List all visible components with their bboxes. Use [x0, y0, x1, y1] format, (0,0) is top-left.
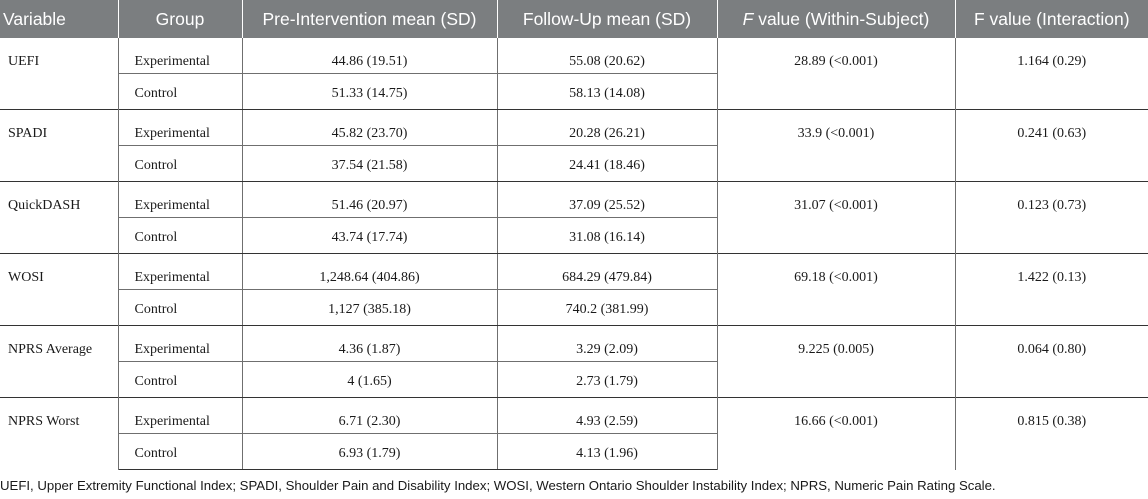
group-cell: Experimental	[117, 397, 243, 434]
variable-cell: SPADI	[0, 109, 119, 182]
f-within-cell: 28.89 (<0.001)	[716, 38, 956, 110]
group-cell: Experimental	[117, 325, 243, 362]
table-body: UEFI Experimental 44.86 (19.51) 55.08 (20.6…	[0, 38, 1148, 470]
variable-cell: QuickDASH	[0, 181, 119, 254]
pre-intervention-cell: 6.71 (2.30)	[241, 397, 498, 434]
follow-up-cell: 4.13 (1.96)	[496, 433, 717, 470]
group-cell: Experimental	[117, 38, 243, 74]
follow-up-cell: 31.08 (16.14)	[496, 217, 717, 254]
follow-up-cell: 37.09 (25.52)	[496, 181, 718, 218]
follow-up-cell: 58.13 (14.08)	[496, 73, 717, 110]
follow-up-cell: 4.93 (2.59)	[496, 397, 718, 434]
table-row: Control 37.54 (21.58) 24.41 (18.46)	[0, 145, 1148, 182]
table-row: NPRS Worst Experimental 6.71 (2.30) 4.93 (2…	[0, 397, 1148, 470]
follow-up-cell: 2.73 (1.79)	[496, 361, 717, 398]
follow-up-cell: 24.41 (18.46)	[496, 145, 717, 182]
table-row: Control 6.93 (1.79) 4.13 (1.96)	[0, 433, 1148, 470]
pre-intervention-cell: 51.46 (20.97)	[241, 181, 498, 218]
header-group: Group	[117, 0, 242, 38]
f-interaction-cell: 1.422 (0.13)	[954, 253, 1148, 326]
header-follow-up: Follow-Up mean (SD)	[496, 0, 717, 38]
f-within-cell: 9.225 (0.005)	[716, 325, 956, 398]
header-row: Variable Group Pre-Intervention mean (SD…	[0, 0, 1148, 38]
f-within-cell: 33.9 (<0.001)	[716, 109, 956, 182]
group-cell: Control	[118, 73, 243, 110]
follow-up-cell: 3.29 (2.09)	[496, 325, 718, 362]
header-f-within: F value (Within-Subject)	[716, 0, 955, 38]
table-row: NPRS Average Experimental 4.36 (1.87) 3.29 …	[0, 325, 1148, 398]
pre-intervention-cell: 1,127 (385.18)	[241, 289, 498, 326]
group-cell: Experimental	[117, 181, 243, 218]
f-within-cell: 69.18 (<0.001)	[716, 253, 956, 326]
header-f-within-italic: F	[742, 8, 754, 29]
f-interaction-cell: 0.064 (0.80)	[954, 325, 1148, 398]
pre-intervention-cell: 37.54 (21.58)	[241, 145, 498, 182]
variable-cell: UEFI	[0, 38, 119, 110]
f-interaction-cell: 0.815 (0.38)	[954, 397, 1148, 470]
pre-intervention-cell: 4 (1.65)	[241, 361, 498, 398]
pre-intervention-cell: 1,248.64 (404.86)	[241, 253, 498, 290]
follow-up-cell: 55.08 (20.62)	[496, 38, 718, 74]
variable-cell: NPRS Average	[0, 325, 119, 398]
header-f-interaction: F value (Interaction)	[954, 0, 1148, 38]
pre-intervention-cell: 44.86 (19.51)	[241, 38, 498, 74]
table-row: QuickDASH Experimental 51.46 (20.97) 37.09 …	[0, 181, 1148, 254]
f-within-cell: 16.66 (<0.001)	[716, 397, 956, 470]
results-table: Variable Group Pre-Intervention mean (SD…	[0, 0, 1148, 470]
variable-cell: NPRS Worst	[0, 397, 119, 470]
pre-intervention-cell: 45.82 (23.70)	[241, 109, 498, 146]
f-within-cell: 31.07 (<0.001)	[716, 181, 956, 254]
header-variable: Variable	[0, 0, 118, 38]
group-cell: Experimental	[117, 253, 243, 290]
header-pre-intervention: Pre-Intervention mean (SD)	[241, 0, 497, 38]
pre-intervention-cell: 4.36 (1.87)	[241, 325, 498, 362]
group-cell: Control	[118, 289, 243, 326]
header-f-within-label: value (Within-Subject)	[753, 8, 930, 29]
group-cell: Control	[118, 145, 243, 182]
group-cell: Control	[118, 217, 243, 254]
follow-up-cell: 740.2 (381.99)	[496, 289, 717, 326]
follow-up-cell: 20.28 (26.21)	[496, 109, 718, 146]
pre-intervention-cell: 6.93 (1.79)	[241, 433, 498, 470]
table-row: Control 4 (1.65) 2.73 (1.79)	[0, 361, 1148, 398]
group-cell: Experimental	[117, 109, 243, 146]
table-row: Control 51.33 (14.75) 58.13 (14.08)	[0, 73, 1148, 110]
group-cell: Control	[118, 361, 243, 398]
group-cell: Control	[118, 433, 243, 470]
table-row: Control 1,127 (385.18) 740.2 (381.99)	[0, 289, 1148, 326]
table-row: UEFI Experimental 44.86 (19.51) 55.08 (20.6…	[0, 38, 1148, 110]
f-interaction-cell: 1.164 (0.29)	[954, 38, 1148, 110]
follow-up-cell: 684.29 (479.84)	[496, 253, 718, 290]
variable-cell: WOSI	[0, 253, 119, 326]
table-row: SPADI Experimental 45.82 (23.70) 20.28 (26.…	[0, 109, 1148, 182]
pre-intervention-cell: 43.74 (17.74)	[241, 217, 498, 254]
pre-intervention-cell: 51.33 (14.75)	[241, 73, 498, 110]
f-interaction-cell: 0.241 (0.63)	[954, 109, 1148, 182]
table-row: WOSI Experimental 1,248.64 (404.86) 684.29 …	[0, 253, 1148, 326]
table-footnote: UEFI, Upper Extremity Functional Index; …	[0, 478, 996, 493]
f-interaction-cell: 0.123 (0.73)	[954, 181, 1148, 254]
